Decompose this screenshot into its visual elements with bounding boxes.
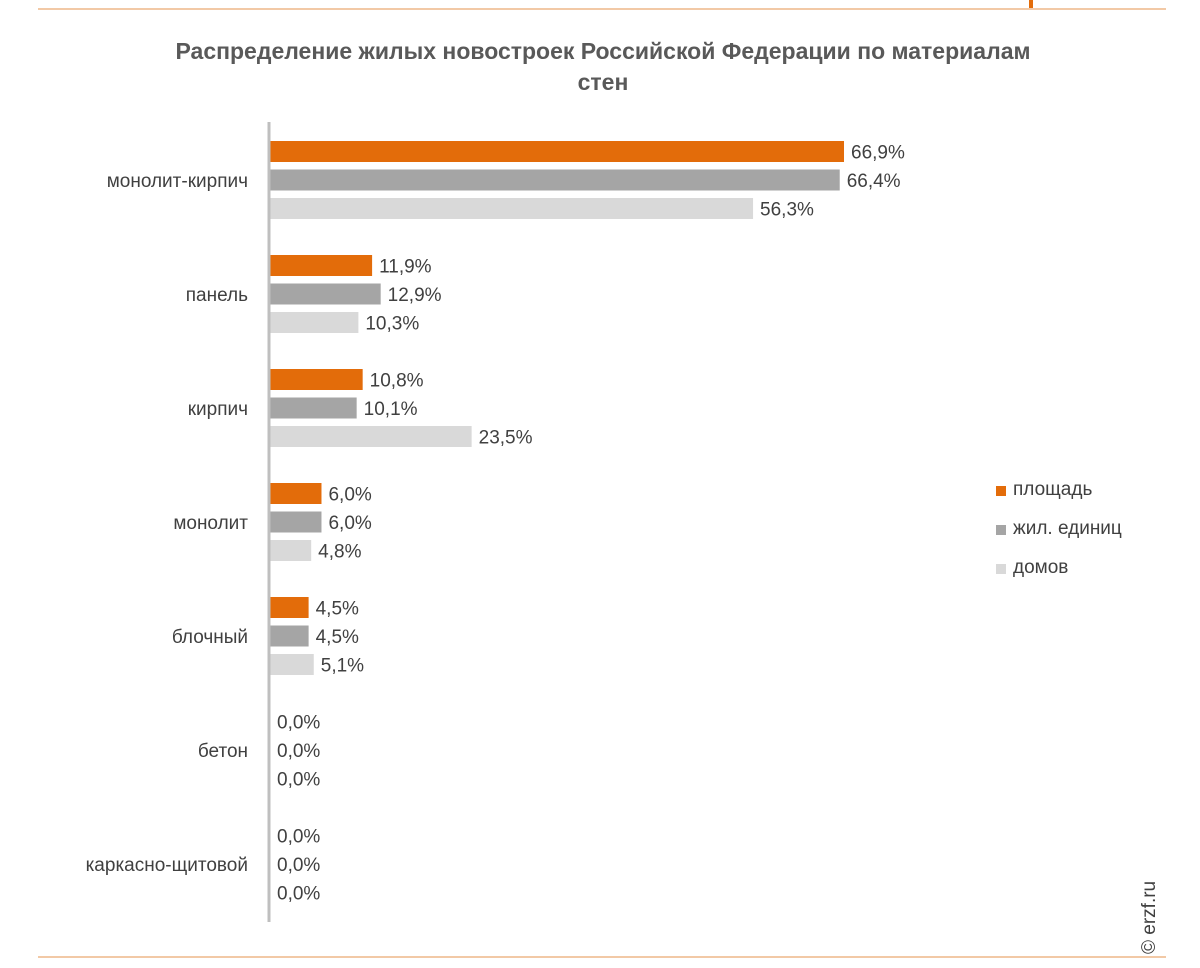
bar	[270, 483, 322, 504]
data-label: 0,0%	[277, 741, 320, 762]
bar	[270, 198, 754, 219]
legend-label-zhil: жил. единиц	[1013, 517, 1122, 539]
data-label: 4,5%	[316, 627, 359, 648]
data-label: 66,4%	[847, 171, 901, 192]
legend-item-zhil: жил. единиц	[996, 509, 1122, 548]
data-label: 5,1%	[321, 656, 364, 677]
legend-label-domov: домов	[1013, 556, 1069, 578]
bar	[270, 141, 845, 162]
category-label: каркасно-щитовой	[86, 855, 248, 876]
bar	[270, 397, 357, 419]
data-label: 6,0%	[328, 513, 371, 534]
legend-label-ploschad: площадь	[1013, 478, 1093, 500]
legend-item-domov: домов	[996, 548, 1122, 587]
category-label: монолит-кирпич	[107, 171, 248, 192]
top-rule	[38, 8, 1166, 10]
legend-swatch-domov	[996, 563, 1006, 574]
bar	[270, 625, 309, 647]
top-accent-mark	[1029, 0, 1033, 8]
category-label: панель	[186, 285, 248, 306]
data-label: 0,0%	[277, 827, 320, 848]
data-label: 4,8%	[318, 542, 361, 563]
bar	[270, 426, 472, 447]
legend-swatch-ploschad	[996, 485, 1006, 496]
data-label: 23,5%	[479, 428, 533, 449]
bar	[270, 169, 840, 191]
data-label: 10,3%	[365, 314, 419, 335]
bar	[270, 369, 363, 390]
category-label: монолит	[173, 513, 248, 534]
data-label: 4,5%	[316, 599, 359, 620]
bar	[270, 312, 359, 333]
bottom-rule	[38, 956, 1166, 958]
data-label: 56,3%	[760, 200, 814, 221]
data-label: 10,1%	[364, 399, 418, 420]
data-label: 0,0%	[277, 713, 320, 734]
bar	[270, 597, 309, 618]
bar	[270, 255, 373, 276]
data-label: 10,8%	[370, 371, 424, 392]
legend-swatch-zhil	[996, 524, 1006, 535]
data-label: 0,0%	[277, 884, 320, 905]
data-label: 0,0%	[277, 855, 320, 876]
bar	[270, 540, 312, 561]
bar	[270, 654, 314, 675]
legend-item-ploschad: площадь	[996, 470, 1122, 509]
watermark-text: © erzf.ru	[1139, 880, 1160, 954]
data-label: 6,0%	[328, 485, 371, 506]
data-label: 66,9%	[851, 143, 905, 164]
data-label: 11,9%	[379, 257, 432, 278]
data-label: 12,9%	[388, 285, 442, 306]
category-label: бетон	[198, 741, 248, 762]
category-label: блочный	[172, 627, 248, 648]
legend: площадь жил. единиц домов	[996, 470, 1122, 587]
chart-title: Распределение жилых новостроек Российско…	[175, 38, 1031, 95]
bar	[270, 283, 381, 305]
category-label: кирпич	[188, 399, 248, 420]
bar	[270, 511, 322, 533]
data-label: 0,0%	[277, 770, 320, 791]
